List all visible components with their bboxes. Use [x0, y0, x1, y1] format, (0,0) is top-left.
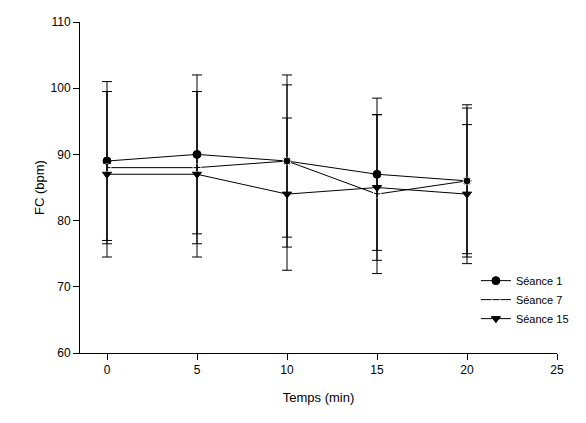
- svg-text:Séance 15: Séance 15: [516, 313, 569, 325]
- svg-text:100: 100: [51, 81, 71, 95]
- svg-text:FC (bpm): FC (bpm): [32, 160, 47, 215]
- svg-text:10: 10: [280, 363, 294, 377]
- svg-text:90: 90: [57, 148, 71, 162]
- svg-text:25: 25: [550, 363, 564, 377]
- svg-text:Séance 1: Séance 1: [516, 275, 562, 287]
- svg-text:110: 110: [51, 15, 70, 29]
- svg-text:0: 0: [104, 363, 111, 377]
- svg-text:70: 70: [57, 280, 71, 294]
- svg-text:80: 80: [57, 214, 71, 228]
- svg-text:Séance 7: Séance 7: [516, 294, 562, 306]
- svg-text:60: 60: [57, 346, 71, 360]
- svg-text:20: 20: [460, 363, 474, 377]
- svg-text:15: 15: [370, 363, 384, 377]
- svg-text:5: 5: [194, 363, 201, 377]
- svg-text:Temps (min): Temps (min): [283, 390, 355, 405]
